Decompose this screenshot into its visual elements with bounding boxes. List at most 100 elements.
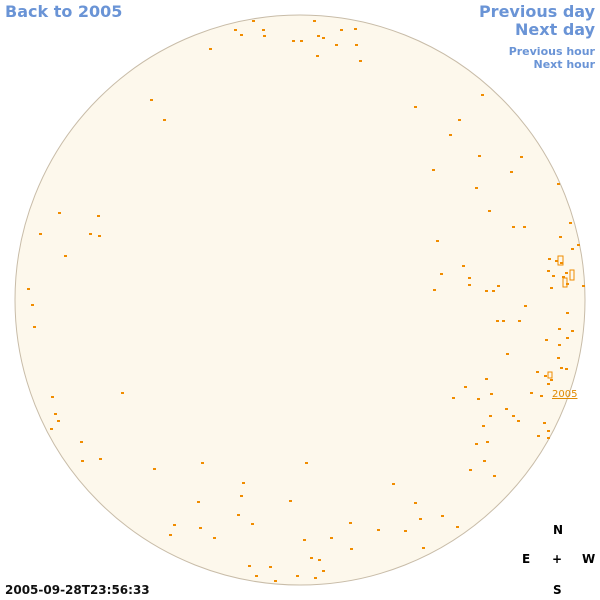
sunspot-marker <box>169 534 172 536</box>
sunspot-marker <box>555 260 558 262</box>
sunspot-markers <box>27 20 585 582</box>
sunspot-marker <box>392 483 395 485</box>
sunspot-marker <box>240 495 243 497</box>
sunspot-marker <box>475 187 478 189</box>
sunspot-marker <box>150 99 153 101</box>
compass-center-mark: + <box>552 552 563 566</box>
sunspot-marker <box>562 276 565 278</box>
sunspot-marker <box>252 20 255 22</box>
sunspot-marker <box>547 430 550 432</box>
sunspot-marker <box>547 383 550 385</box>
sunspot-marker <box>199 527 202 529</box>
sunspot-marker <box>377 529 380 531</box>
previous-hour-link[interactable]: Previous hour <box>508 45 595 58</box>
sunspot-marker <box>173 524 176 526</box>
sunspot-marker <box>537 435 540 437</box>
sunspot-marker <box>464 386 467 388</box>
sunspot-marker <box>485 378 488 380</box>
sunspot-marker <box>27 288 30 290</box>
sunspot-marker <box>314 577 317 579</box>
compass-south-label: S <box>553 583 562 597</box>
sunspot-marker <box>468 277 471 279</box>
sunspot-marker <box>449 134 452 136</box>
sunspot-marker <box>99 458 102 460</box>
sunspot-marker <box>404 530 407 532</box>
sunspot-marker <box>458 119 461 121</box>
next-day-link[interactable]: Next day <box>515 20 595 39</box>
sunspot-marker <box>255 575 258 577</box>
region-link[interactable]: 2005 <box>552 389 578 400</box>
sunspot-marker <box>335 44 338 46</box>
observation-timestamp: 2005-09-28T23:56:33 <box>5 583 150 597</box>
sunspot-marker <box>322 570 325 572</box>
sunspot-marker <box>577 244 580 246</box>
solar-disk <box>14 14 586 586</box>
sunspot-marker <box>565 368 568 370</box>
sunspot-marker <box>560 262 563 264</box>
sunspot-marker <box>213 537 216 539</box>
sunspot-marker <box>488 210 491 212</box>
sunspot-marker <box>485 290 488 292</box>
sunspot-marker <box>486 441 489 443</box>
next-hour-link[interactable]: Next hour <box>533 58 596 71</box>
sunspot-marker <box>300 40 303 42</box>
sunspot-marker <box>520 156 523 158</box>
sunspot-marker <box>566 312 569 314</box>
sunspot-marker <box>262 29 265 31</box>
sunspot-marker <box>512 415 515 417</box>
sunspot-marker <box>296 575 299 577</box>
sunspot-marker <box>456 526 459 528</box>
sunspot-marker <box>163 119 166 121</box>
sunspot-marker <box>240 34 243 36</box>
sunspot-marker <box>489 415 492 417</box>
sunspot-marker <box>512 226 515 228</box>
sunspot-marker <box>441 515 444 517</box>
sunspot-marker <box>64 255 67 257</box>
compass-north-label: N <box>553 523 564 537</box>
sunspot-marker <box>274 580 277 582</box>
sunspot-marker <box>97 215 100 217</box>
sunspot-marker <box>350 548 353 550</box>
sunspot-marker <box>317 35 320 37</box>
sunspot-marker <box>505 408 508 410</box>
sunspot-marker <box>547 270 550 272</box>
sunspot-marker <box>569 222 572 224</box>
sunspot-marker <box>209 48 212 50</box>
sunspot-marker <box>557 357 560 359</box>
sunspot-marker <box>201 462 204 464</box>
sunspot-marker <box>530 392 533 394</box>
sunspot-marker <box>452 397 455 399</box>
sunspot-marker <box>419 518 422 520</box>
sunspot-marker <box>98 235 101 237</box>
sunspot-marker <box>550 287 553 289</box>
sunspot-marker <box>58 212 61 214</box>
sunspot-marker <box>54 413 57 415</box>
sunspot-marker <box>506 353 509 355</box>
sunspot-group-outline <box>562 277 568 288</box>
sunspot-marker <box>558 344 561 346</box>
sunspot-marker <box>355 44 358 46</box>
sunspot-marker <box>263 35 266 37</box>
sunspot-marker <box>322 37 325 39</box>
sunspot-marker <box>318 559 321 561</box>
sunspot-marker <box>289 500 292 502</box>
sunspot-marker <box>153 468 156 470</box>
sunspot-marker <box>237 514 240 516</box>
sunspot-marker <box>414 106 417 108</box>
sunspot-marker <box>121 392 124 394</box>
sunspot-marker <box>469 469 472 471</box>
sunspot-marker <box>492 290 495 292</box>
sunspot-marker <box>57 420 60 422</box>
sunspot-marker <box>565 272 568 274</box>
sunspot-marker <box>481 94 484 96</box>
sunspot-marker <box>502 320 505 322</box>
sunspot-marker <box>354 28 357 30</box>
sunspot-marker <box>303 539 306 541</box>
sunspot-marker <box>462 265 465 267</box>
sunspot-marker <box>197 501 200 503</box>
back-to-year-link[interactable]: Back to 2005 <box>5 2 123 21</box>
sunspot-marker <box>50 428 53 430</box>
sunspot-marker <box>493 475 496 477</box>
previous-day-link[interactable]: Previous day <box>478 2 595 21</box>
